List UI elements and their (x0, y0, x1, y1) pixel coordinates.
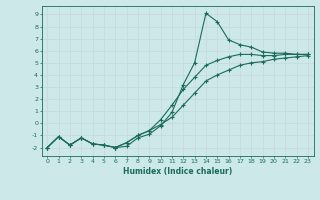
X-axis label: Humidex (Indice chaleur): Humidex (Indice chaleur) (123, 167, 232, 176)
